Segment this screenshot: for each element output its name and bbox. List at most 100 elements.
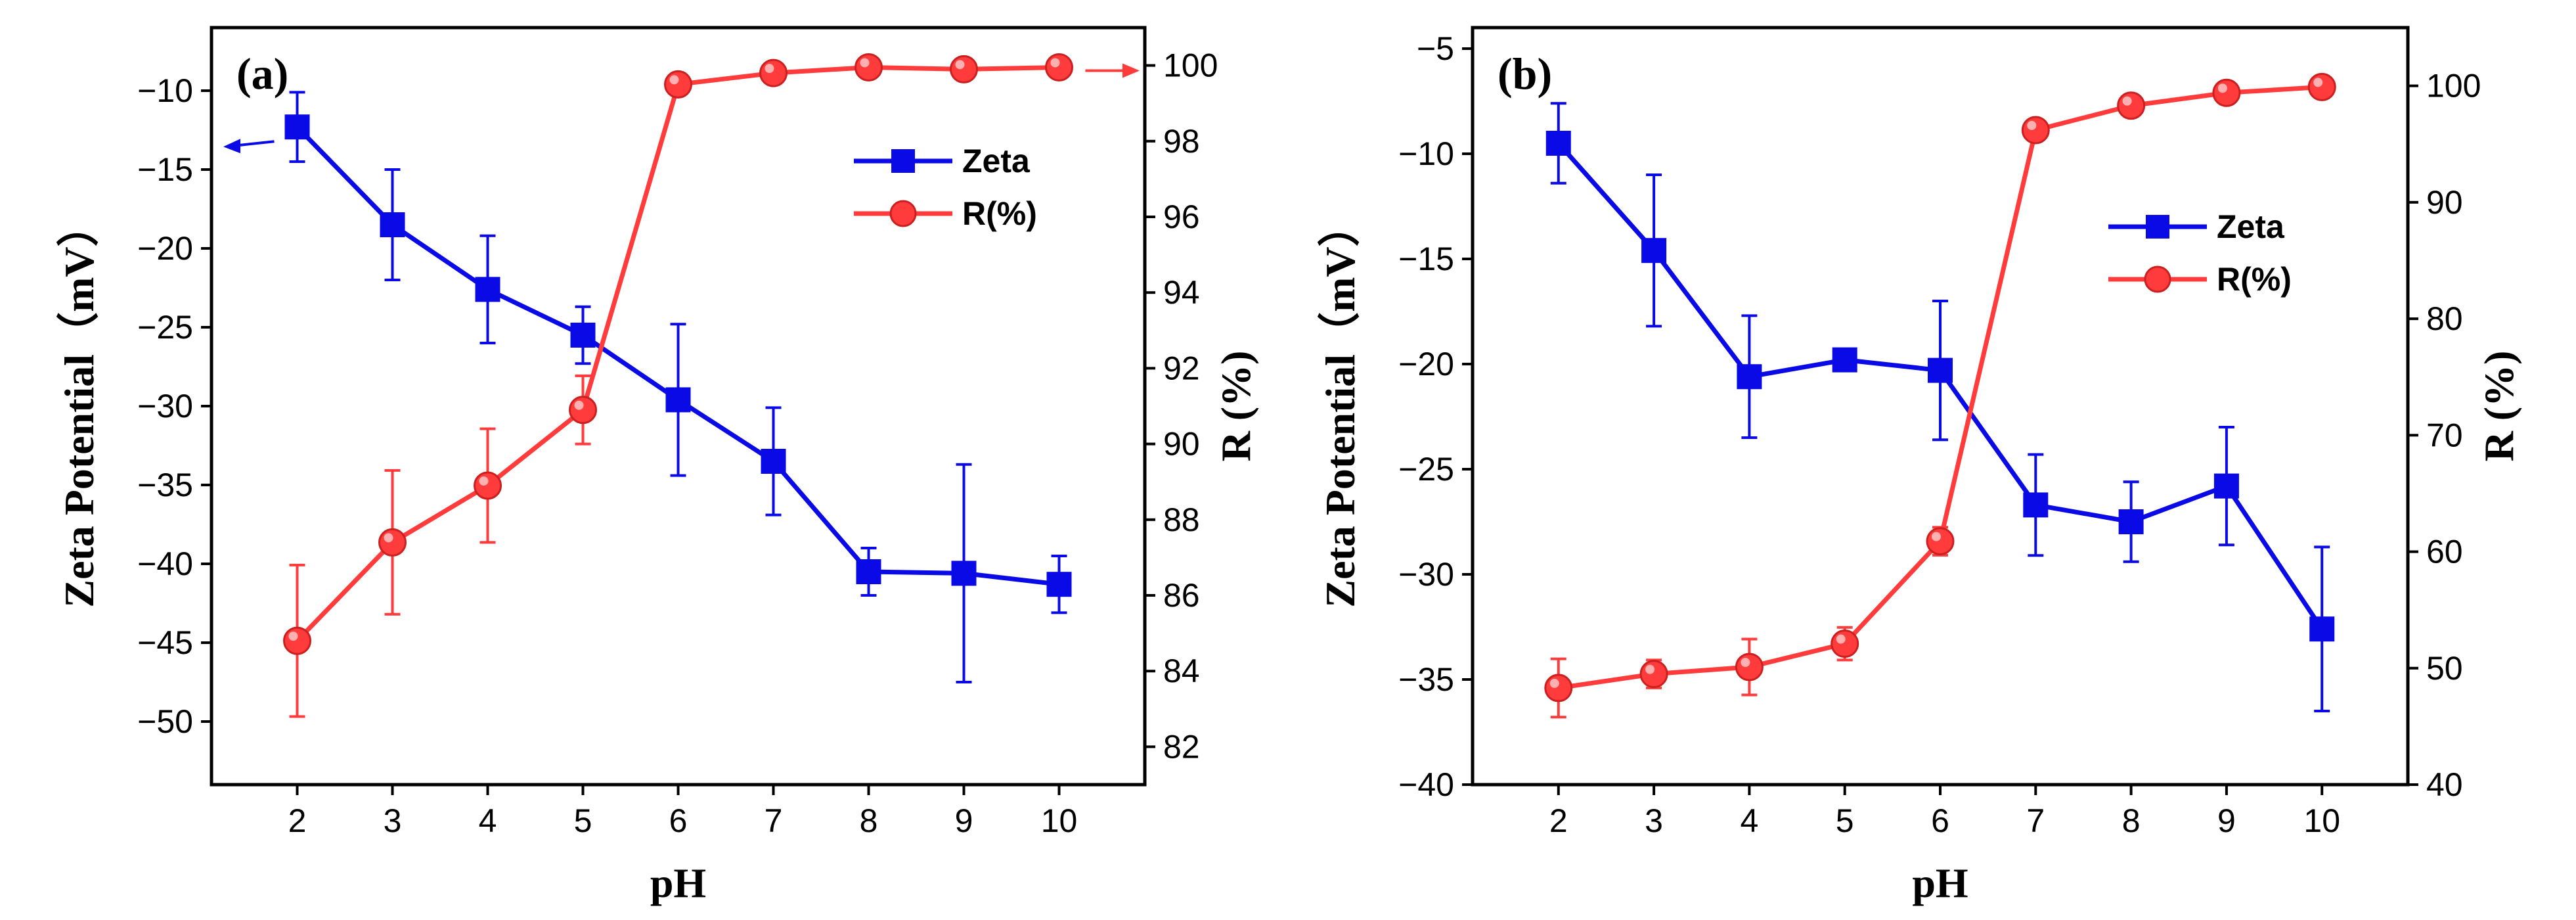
x-tick-label: 2	[1549, 802, 1568, 839]
panel-label: (b)	[1498, 49, 1552, 99]
right-y-tick-label: 84	[1163, 653, 1200, 689]
marker-highlight	[288, 632, 298, 641]
legend-label: R(%)	[962, 195, 1037, 232]
left-y-tick-label: −5	[1417, 30, 1454, 67]
left-axis-arrow-shaft	[237, 140, 275, 147]
data-point-square	[570, 323, 596, 348]
data-point-square	[761, 449, 786, 474]
data-point-circle	[2212, 78, 2241, 107]
legend-label: Zeta	[2217, 208, 2285, 245]
marker-highlight	[765, 64, 774, 74]
left-y-tick-label: −30	[137, 388, 193, 425]
panel-b: 2 3 4 5 6 7 8 9 10 −40 −35 −30 −25 −20 −15 −10 −5 40 50 60 7…	[1317, 26, 2522, 906]
left-y-tick-label: −35	[1398, 661, 1454, 698]
left-y-tick-label: −10	[137, 72, 193, 109]
right-y-tick-label: 98	[1163, 123, 1200, 160]
x-axis-title: pH	[1912, 860, 1968, 906]
x-tick-label: 8	[2122, 802, 2141, 839]
data-point-square	[1046, 572, 1072, 597]
right-y-tick-label: 86	[1163, 577, 1200, 614]
right-y-axis-title: R (%)	[2476, 351, 2522, 462]
x-tick-label: 9	[955, 802, 973, 839]
data-point-circle	[1639, 660, 1668, 689]
left-y-tick-label: −40	[1398, 766, 1454, 803]
marker-highlight	[955, 60, 965, 70]
right-y-tick-label: 92	[1163, 350, 1200, 386]
x-tick-label: 3	[1645, 802, 1663, 839]
marker-highlight	[2027, 120, 2037, 130]
data-point-circle	[664, 70, 692, 99]
x-tick-label: 10	[1041, 802, 1078, 839]
legend: Zeta R(%)	[854, 143, 1037, 232]
x-tick-label: 6	[669, 802, 688, 839]
data-point-circle	[1831, 630, 1859, 658]
data-point-circle	[1045, 53, 1073, 81]
legend-marker-square	[891, 149, 915, 173]
right-y-axis-title: R (%)	[1212, 351, 1259, 462]
marker-highlight	[1932, 532, 1941, 541]
data-point-circle	[1544, 674, 1573, 702]
marker-highlight	[860, 58, 870, 68]
data-point-square	[2023, 492, 2049, 518]
right-axis-arrow-head	[1122, 63, 1140, 78]
data-point-square	[475, 277, 500, 302]
series-zeta	[1545, 102, 2335, 712]
right-y-tick-label: 88	[1163, 501, 1200, 538]
legend-marker-circle	[889, 200, 917, 227]
legend-label: Zeta	[962, 143, 1031, 179]
left-y-tick-label: −25	[137, 309, 193, 346]
right-y-tick-label: 90	[1163, 426, 1200, 463]
left-y-tick-label: −25	[1398, 451, 1454, 488]
x-tick-label: 10	[2303, 802, 2340, 839]
data-point-circle	[759, 58, 788, 87]
marker-highlight	[384, 533, 393, 543]
x-tick-label: 7	[2026, 802, 2045, 839]
data-point-square	[1641, 238, 1667, 264]
legend-marker-circle	[2144, 265, 2171, 293]
data-point-circle	[1735, 653, 1764, 681]
data-point-circle	[2117, 91, 2146, 120]
right-y-tick-label: 100	[2426, 68, 2481, 104]
data-point-circle	[1926, 527, 1955, 556]
right-y-tick-label: 70	[2426, 417, 2463, 453]
left-y-tick-label: −45	[137, 624, 193, 661]
data-point-square	[2309, 616, 2335, 642]
data-point-circle	[283, 626, 311, 655]
data-point-square	[1928, 357, 1953, 383]
x-tick-label: 5	[1836, 802, 1854, 839]
x-tick-label: 4	[479, 802, 497, 839]
right-y-tick-label: 40	[2426, 766, 2463, 803]
right-y-tick-label: 94	[1163, 274, 1200, 311]
left-y-tick-label: −15	[1398, 241, 1454, 277]
data-point-square	[1737, 364, 1762, 390]
data-point-square	[1832, 347, 1857, 373]
right-y-tick-label: 96	[1163, 198, 1200, 235]
panel-a: 2 3 4 5 6 7 8 9 10 −50 −45 −40 −35 −30 −25 −20 −15 −10 82 8…	[56, 26, 1259, 906]
data-point-circle	[569, 396, 597, 425]
data-point-square	[665, 387, 691, 413]
left-y-tick-label: −15	[137, 151, 193, 188]
right-y-tick-label: 60	[2426, 534, 2463, 570]
marker-highlight	[1050, 58, 1060, 68]
left-y-tick-label: −20	[1398, 346, 1454, 382]
left-y-axis-title: Zeta Potential（mV）	[1317, 204, 1364, 607]
legend-label: R(%)	[2217, 261, 2292, 298]
x-tick-label: 7	[765, 802, 783, 839]
marker-highlight	[479, 476, 489, 486]
x-tick-label: 3	[384, 802, 402, 839]
marker-highlight	[1741, 657, 1750, 667]
marker-highlight	[669, 75, 679, 85]
legend: Zeta R(%)	[2108, 208, 2292, 298]
right-y-tick-label: 82	[1163, 728, 1200, 765]
data-point-square	[951, 561, 977, 586]
x-tick-label: 8	[860, 802, 878, 839]
marker-highlight	[1549, 678, 1559, 688]
data-point-square	[2118, 509, 2144, 534]
x-tick-label: 2	[288, 802, 307, 839]
marker-highlight	[2217, 83, 2227, 93]
series-removal	[1544, 72, 2336, 719]
marker-highlight	[2122, 96, 2132, 106]
left-y-tick-label: −20	[137, 230, 193, 267]
series-removal	[283, 53, 1073, 718]
